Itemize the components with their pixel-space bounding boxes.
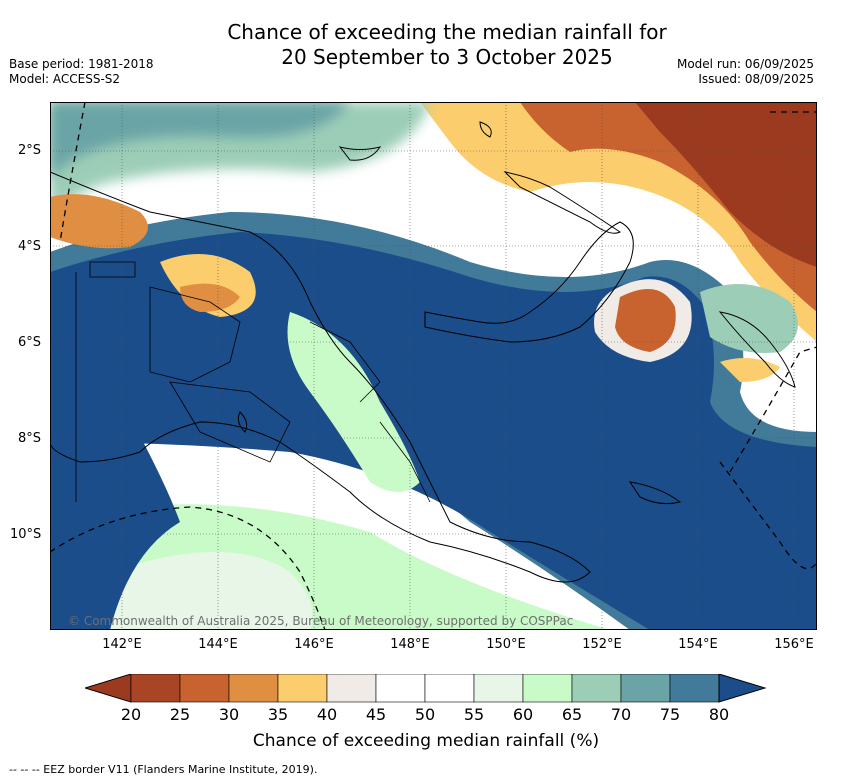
lon-label-152e: 152°E (582, 637, 622, 652)
contour-east-dry (615, 289, 676, 352)
colorbar-tick-label: 75 (659, 705, 681, 724)
lat-label-2s: 2°S (18, 143, 42, 158)
colorbar-over-arrow (718, 673, 767, 703)
colorbar-tick-label: 65 (561, 705, 583, 724)
colorbar-tick-label: 45 (365, 705, 387, 724)
coastlines (50, 121, 796, 583)
colorbar-segment (179, 673, 230, 703)
metadata-left: Base period: 1981-2018 Model: ACCESS-S2 (9, 57, 154, 87)
contour-bougainville-dry (720, 358, 780, 382)
contour-highlands-dry-core (180, 283, 240, 312)
colorbar-segment (326, 673, 377, 703)
lon-label-156e: 156°E (774, 637, 814, 652)
colorbar-tick-label: 55 (463, 705, 485, 724)
title-line-2: 20 September to 3 October 2025 (281, 45, 613, 69)
colorbar-segment (375, 673, 426, 703)
colorbar-segment (228, 673, 279, 703)
lat-label-6s: 6°S (18, 335, 42, 350)
colorbar-segment (130, 673, 181, 703)
colorbar-tick-label: 60 (512, 705, 534, 724)
colorbar-segment (424, 673, 475, 703)
contour-ne-20 (635, 102, 817, 267)
province-borders (75, 261, 431, 503)
copyright-notice: © Commonwealth of Australia 2025, Bureau… (68, 614, 574, 628)
contour-nw-deep (50, 102, 350, 182)
map-title: Chance of exceeding the median rainfall … (0, 20, 850, 70)
contour-west-dry (50, 194, 148, 249)
metadata-right: Model run: 06/09/2025 Issued: 08/09/2025 (677, 57, 814, 87)
lon-label-148e: 148°E (390, 637, 430, 652)
lon-label-154e: 154°E (678, 637, 718, 652)
contour-southern-pale (90, 552, 313, 630)
colorbar-tick-label: 25 (169, 705, 191, 724)
lon-label-144e: 144°E (198, 637, 238, 652)
colorbar-tick-label: 20 (120, 705, 142, 724)
lat-label-8s: 8°S (18, 431, 42, 446)
colorbar-tick-label: 40 (316, 705, 338, 724)
eez-legend-note: -- -- -- EEZ border V11 (Flanders Marine… (9, 763, 318, 776)
lat-label-10s: 10°S (10, 527, 42, 542)
eez-borders (50, 102, 817, 630)
colorbar-segment (522, 673, 573, 703)
colorbar-tick-label: 70 (610, 705, 632, 724)
colorbar-segment (473, 673, 524, 703)
colorbar-segment (620, 673, 671, 703)
map-svg (50, 102, 817, 630)
colorbar-tick-label: 50 (414, 705, 436, 724)
rainfall-map (50, 102, 817, 630)
colorbar-segment (277, 673, 328, 703)
colorbar-tick-label: 35 (267, 705, 289, 724)
model-run-text: Model run: 06/09/2025 (676, 57, 814, 71)
title-line-1: Chance of exceeding the median rainfall … (227, 20, 667, 44)
colorbar-tick-label: 30 (218, 705, 240, 724)
map-frame-border (50, 102, 817, 630)
issued-text: Issued: 08/09/2025 (698, 72, 814, 86)
colorbar-svg (83, 673, 767, 703)
colorbar-tick-label: 80 (708, 705, 730, 724)
contour-west-wet (50, 282, 180, 630)
base-period-text: Base period: 1981-2018 (9, 57, 154, 71)
contour-bougainville (700, 284, 798, 353)
colorbar (83, 673, 767, 708)
graticule (50, 102, 817, 630)
colorbar-under-arrow (83, 673, 132, 703)
lat-label-4s: 4°S (18, 239, 42, 254)
lon-label-146e: 146°E (294, 637, 334, 652)
lon-label-150e: 150°E (486, 637, 526, 652)
model-text: Model: ACCESS-S2 (9, 72, 121, 86)
contour-central-green (287, 312, 420, 492)
colorbar-segment (571, 673, 622, 703)
colorbar-segment (669, 673, 720, 703)
colorbar-title: Chance of exceeding median rainfall (%) (252, 731, 600, 751)
lon-label-142e: 142°E (102, 637, 142, 652)
